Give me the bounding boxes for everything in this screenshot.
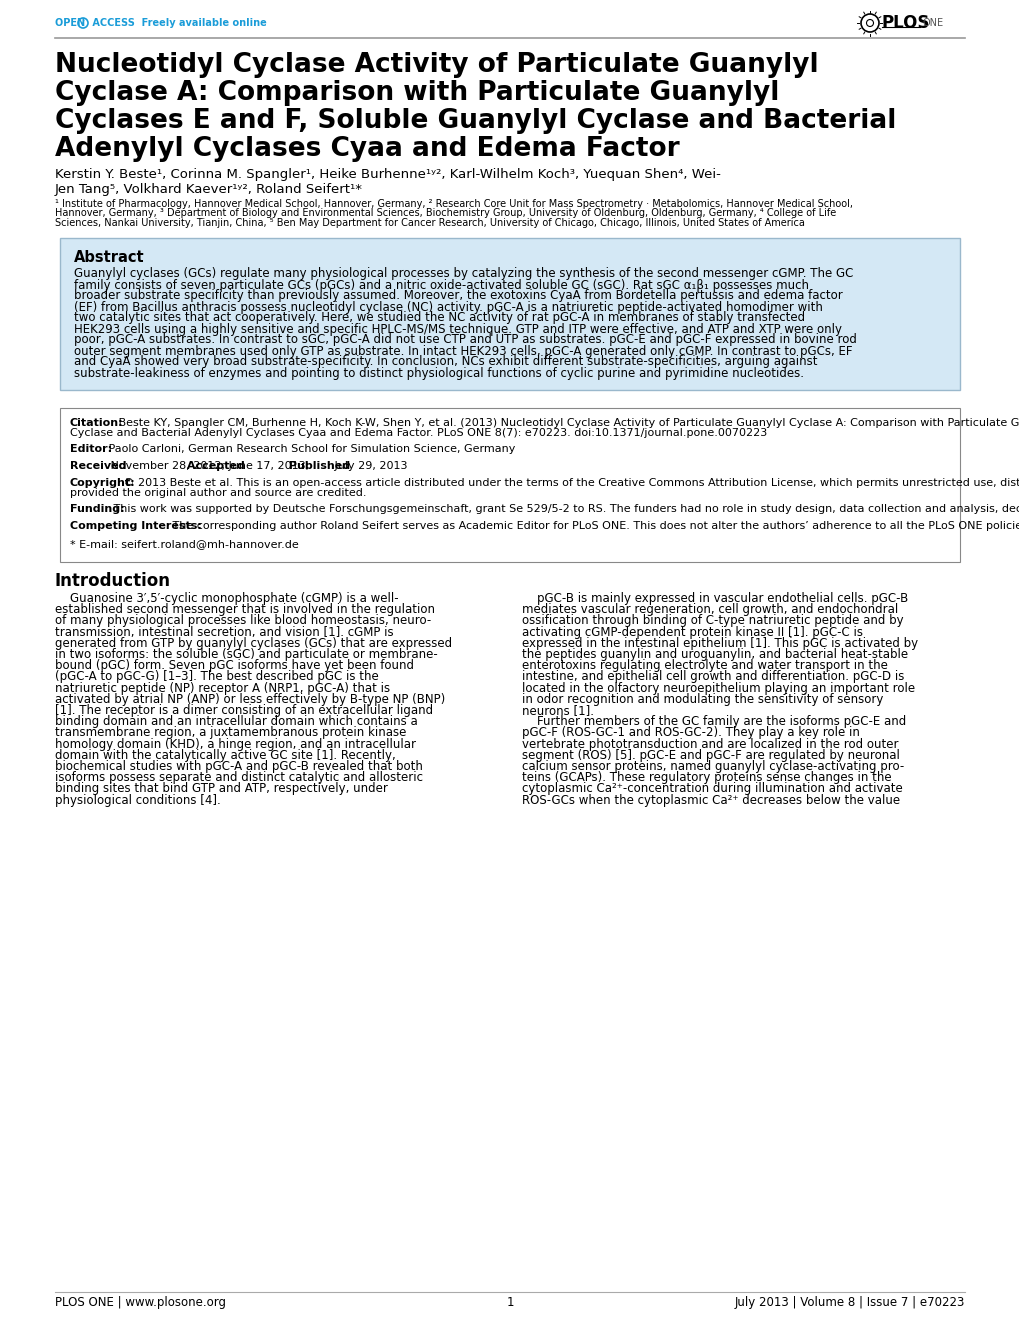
Text: Received: Received	[70, 461, 126, 471]
Text: ✓: ✓	[79, 20, 86, 26]
Text: Beste KY, Spangler CM, Burhenne H, Koch K-W, Shen Y, et al. (2013) Nucleotidyl C: Beste KY, Spangler CM, Burhenne H, Koch …	[114, 418, 1019, 427]
Text: PLOS ONE | www.plosone.org: PLOS ONE | www.plosone.org	[55, 1296, 226, 1309]
Text: Hannover, Germany, ³ Department of Biology and Environmental Sciences, Biochemis: Hannover, Germany, ³ Department of Biolo…	[55, 208, 836, 219]
Text: Copyright:: Copyright:	[70, 477, 136, 488]
Text: © 2013 Beste et al. This is an open-access article distributed under the terms o: © 2013 Beste et al. This is an open-acce…	[119, 477, 1019, 488]
Text: ACCESS  Freely available online: ACCESS Freely available online	[89, 18, 267, 28]
Text: Guanosine 3′,5′-cyclic monophosphate (cGMP) is a well-: Guanosine 3′,5′-cyclic monophosphate (cG…	[55, 592, 398, 605]
Text: Sciences, Nankai University, Tianjin, China, ⁵ Ben May Department for Cancer Res: Sciences, Nankai University, Tianjin, Ch…	[55, 217, 804, 228]
Text: Kerstin Y. Beste¹, Corinna M. Spangler¹, Heike Burhenne¹ʸ², Karl-Wilhelm Koch³, : Kerstin Y. Beste¹, Corinna M. Spangler¹,…	[55, 167, 720, 181]
Text: ROS-GCs when the cytoplasmic Ca²⁺ decreases below the value: ROS-GCs when the cytoplasmic Ca²⁺ decrea…	[522, 793, 900, 807]
Text: (pGC-A to pGC-G) [1–3]. The best described pGC is the: (pGC-A to pGC-G) [1–3]. The best describ…	[55, 671, 378, 684]
Text: bound (pGC) form. Seven pGC isoforms have yet been found: bound (pGC) form. Seven pGC isoforms hav…	[55, 659, 414, 672]
Text: calcium sensor proteins, named guanylyl cyclase-activating pro-: calcium sensor proteins, named guanylyl …	[522, 760, 904, 772]
Text: isoforms possess separate and distinct catalytic and allosteric: isoforms possess separate and distinct c…	[55, 771, 423, 784]
Text: HEK293 cells using a highly sensitive and specific HPLC-MS/MS technique. GTP and: HEK293 cells using a highly sensitive an…	[74, 323, 841, 336]
Text: Abstract: Abstract	[74, 249, 145, 265]
Text: Published: Published	[284, 461, 350, 471]
Text: mediates vascular regeneration, cell growth, and endochondral: mediates vascular regeneration, cell gro…	[522, 604, 898, 617]
FancyBboxPatch shape	[60, 407, 959, 561]
Text: Competing Interests:: Competing Interests:	[70, 521, 202, 531]
Text: activating cGMP-dependent protein kinase II [1]. pGC-C is: activating cGMP-dependent protein kinase…	[522, 626, 863, 639]
Text: pGC-F (ROS-GC-1 and ROS-GC-2). They play a key role in: pGC-F (ROS-GC-1 and ROS-GC-2). They play…	[522, 726, 860, 739]
Text: teins (GCAPs). These regulatory proteins sense changes in the: teins (GCAPs). These regulatory proteins…	[522, 771, 892, 784]
Text: vertebrate phototransduction and are localized in the rod outer: vertebrate phototransduction and are loc…	[522, 738, 898, 750]
Text: located in the olfactory neuroepithelium playing an important role: located in the olfactory neuroepithelium…	[522, 681, 915, 695]
Text: cytoplasmic Ca²⁺-concentration during illumination and activate: cytoplasmic Ca²⁺-concentration during il…	[522, 783, 903, 795]
Text: domain with the catalytically active GC site [1]. Recently,: domain with the catalytically active GC …	[55, 749, 395, 762]
Text: ¹ Institute of Pharmacology, Hannover Medical School, Hannover, Germany, ² Resea: ¹ Institute of Pharmacology, Hannover Me…	[55, 199, 852, 210]
Text: (EF) from Bacillus anthracis possess nucleotidyl cyclase (NC) activity. pGC-A is: (EF) from Bacillus anthracis possess nuc…	[74, 301, 822, 314]
Text: July 29, 2013: July 29, 2013	[331, 461, 408, 471]
Text: of many physiological processes like blood homeostasis, neuro-: of many physiological processes like blo…	[55, 614, 431, 627]
Text: neurons [1].: neurons [1].	[522, 704, 594, 717]
Text: biochemical studies with pGC-A and pGC-B revealed that both: biochemical studies with pGC-A and pGC-B…	[55, 760, 423, 772]
Text: established second messenger that is involved in the regulation: established second messenger that is inv…	[55, 604, 434, 617]
Text: binding domain and an intracellular domain which contains a: binding domain and an intracellular doma…	[55, 716, 418, 729]
Text: substrate-leakiness of enzymes and pointing to distinct physiological functions : substrate-leakiness of enzymes and point…	[74, 366, 803, 380]
Text: activated by atrial NP (ANP) or less effectively by B-type NP (BNP): activated by atrial NP (ANP) or less eff…	[55, 693, 445, 706]
Text: Further members of the GC family are the isoforms pGC-E and: Further members of the GC family are the…	[522, 716, 906, 729]
Text: pGC-B is mainly expressed in vascular endothelial cells. pGC-B: pGC-B is mainly expressed in vascular en…	[522, 592, 908, 605]
Text: June 17, 2013;: June 17, 2013;	[224, 461, 309, 471]
Text: Accepted: Accepted	[183, 461, 245, 471]
Text: binding sites that bind GTP and ATP, respectively, under: binding sites that bind GTP and ATP, res…	[55, 783, 387, 795]
Text: Guanylyl cyclases (GCs) regulate many physiological processes by catalyzing the : Guanylyl cyclases (GCs) regulate many ph…	[74, 268, 853, 281]
Text: enterotoxins regulating electrolyte and water transport in the: enterotoxins regulating electrolyte and …	[522, 659, 888, 672]
Text: The corresponding author Roland Seifert serves as Academic Editor for PLoS ONE. : The corresponding author Roland Seifert …	[169, 521, 1019, 531]
Text: Cyclase A: Comparison with Particulate Guanylyl: Cyclase A: Comparison with Particulate G…	[55, 80, 779, 105]
Text: Citation:: Citation:	[70, 418, 123, 427]
Text: * E-mail: seifert.roland@mh-hannover.de: * E-mail: seifert.roland@mh-hannover.de	[70, 539, 299, 550]
Text: in two isoforms: the soluble (sGC) and particulate or membrane-: in two isoforms: the soluble (sGC) and p…	[55, 648, 437, 662]
Text: generated from GTP by guanylyl cyclases (GCs) that are expressed: generated from GTP by guanylyl cyclases …	[55, 637, 451, 650]
Text: segment (ROS) [5]. pGC-E and pGC-F are regulated by neuronal: segment (ROS) [5]. pGC-E and pGC-F are r…	[522, 749, 900, 762]
Text: Jen Tang⁵, Volkhard Kaever¹ʸ², Roland Seifert¹*: Jen Tang⁵, Volkhard Kaever¹ʸ², Roland Se…	[55, 183, 363, 196]
Text: provided the original author and source are credited.: provided the original author and source …	[70, 488, 366, 498]
Text: transmembrane region, a juxtamembranous protein kinase: transmembrane region, a juxtamembranous …	[55, 726, 406, 739]
Text: expressed in the intestinal epithelium [1]. This pGC is activated by: expressed in the intestinal epithelium […	[522, 637, 918, 650]
Text: Adenylyl Cyclases Cyaa and Edema Factor: Adenylyl Cyclases Cyaa and Edema Factor	[55, 136, 679, 162]
Text: PLOS: PLOS	[881, 14, 929, 32]
Text: the peptides guanylin and uroguanylin, and bacterial heat-stable: the peptides guanylin and uroguanylin, a…	[522, 648, 908, 662]
Text: Introduction: Introduction	[55, 572, 171, 590]
Text: November 28, 2012;: November 28, 2012;	[107, 461, 225, 471]
Text: July 2013 | Volume 8 | Issue 7 | e70223: July 2013 | Volume 8 | Issue 7 | e70223	[734, 1296, 964, 1309]
Text: Editor:: Editor:	[70, 444, 112, 455]
Text: This work was supported by Deutsche Forschungsgemeinschaft, grant Se 529/5-2 to : This work was supported by Deutsche Fors…	[110, 505, 1019, 514]
Text: two catalytic sites that act cooperatively. Here, we studied the NC activity of : two catalytic sites that act cooperative…	[74, 311, 804, 324]
Text: ossification through binding of C-type natriuretic peptide and by: ossification through binding of C-type n…	[522, 614, 903, 627]
Text: [1]. The receptor is a dimer consisting of an extracellular ligand: [1]. The receptor is a dimer consisting …	[55, 704, 433, 717]
FancyBboxPatch shape	[60, 237, 959, 390]
Text: broader substrate specificity than previously assumed. Moreover, the exotoxins C: broader substrate specificity than previ…	[74, 290, 842, 303]
Text: homology domain (KHD), a hinge region, and an intracellular: homology domain (KHD), a hinge region, a…	[55, 738, 416, 750]
Text: family consists of seven particulate GCs (pGCs) and a nitric oxide-activated sol: family consists of seven particulate GCs…	[74, 278, 808, 291]
Text: transmission, intestinal secretion, and vision [1]. cGMP is: transmission, intestinal secretion, and …	[55, 626, 393, 639]
Text: Paolo Carloni, German Research School for Simulation Science, Germany: Paolo Carloni, German Research School fo…	[105, 444, 515, 455]
Text: and CyaA showed very broad substrate-specificity. In conclusion, NCs exhibit dif: and CyaA showed very broad substrate-spe…	[74, 356, 816, 369]
Text: physiological conditions [4].: physiological conditions [4].	[55, 793, 220, 807]
Text: poor, pGC-A substrates. In contrast to sGC, pGC-A did not use CTP and UTP as sub: poor, pGC-A substrates. In contrast to s…	[74, 333, 856, 347]
Text: OPEN: OPEN	[55, 18, 89, 28]
Text: natriuretic peptide (NP) receptor A (NRP1, pGC-A) that is: natriuretic peptide (NP) receptor A (NRP…	[55, 681, 389, 695]
Text: outer segment membranes used only GTP as substrate. In intact HEK293 cells, pGC-: outer segment membranes used only GTP as…	[74, 344, 852, 357]
Text: Funding:: Funding:	[70, 505, 124, 514]
Text: in odor recognition and modulating the sensitivity of sensory: in odor recognition and modulating the s…	[522, 693, 883, 706]
Text: intestine, and epithelial cell growth and differentiation. pGC-D is: intestine, and epithelial cell growth an…	[522, 671, 904, 684]
Text: Nucleotidyl Cyclase Activity of Particulate Guanylyl: Nucleotidyl Cyclase Activity of Particul…	[55, 51, 818, 78]
Text: Cyclases E and F, Soluble Guanylyl Cyclase and Bacterial: Cyclases E and F, Soluble Guanylyl Cycla…	[55, 108, 896, 134]
Text: 1: 1	[505, 1296, 514, 1309]
Text: Cyclase and Bacterial Adenylyl Cyclases Cyaa and Edema Factor. PLoS ONE 8(7): e7: Cyclase and Bacterial Adenylyl Cyclases …	[70, 428, 766, 438]
Text: ONE: ONE	[922, 18, 944, 28]
